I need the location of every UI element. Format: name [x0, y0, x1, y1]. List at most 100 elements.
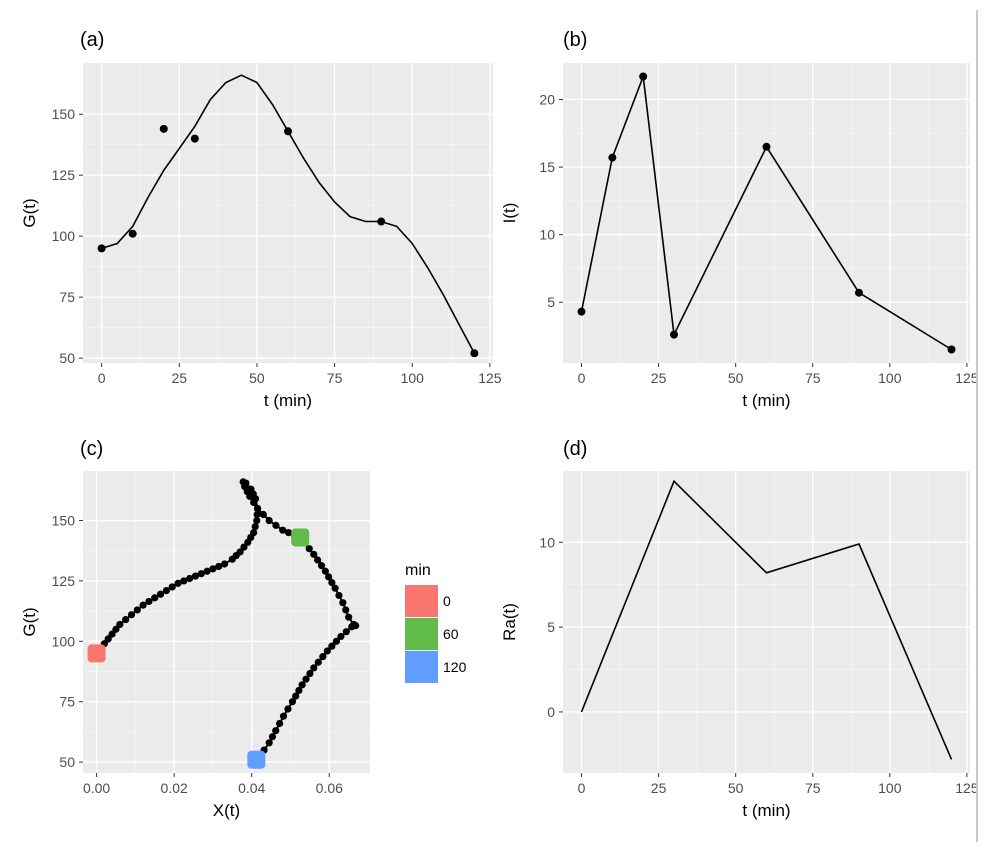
y-axis-label: G(t) [20, 607, 39, 636]
trajectory-point [104, 635, 112, 643]
chart-panel-2: (b) 0 25 50 75 100 125 5 10 15 20 t (min) I(t) [500, 29, 979, 410]
x-tick-label: 125 [478, 370, 502, 386]
panel-tag: (d) [563, 438, 587, 460]
data-point [470, 349, 479, 358]
trajectory-point [328, 642, 336, 650]
x-axis-label: t (min) [742, 801, 790, 820]
trajectory-point [215, 562, 223, 571]
trajectory-point [310, 550, 318, 558]
x-tick-label: 75 [805, 370, 821, 386]
chart-panel-4: (d) 0 25 50 75 100 125 0 5 10 t (min) Ra(t) [500, 438, 979, 820]
data-point [639, 72, 648, 81]
trajectory-point [116, 620, 124, 629]
plot-background [563, 471, 970, 773]
data-point [159, 124, 168, 133]
trajectory-point [288, 698, 297, 706]
data-point [855, 288, 863, 297]
trajectory-point [186, 574, 194, 583]
y-tick-label: 100 [52, 228, 76, 244]
y-tick-label: 5 [547, 294, 555, 310]
trajectory-point [151, 594, 159, 602]
x-tick-label: 50 [728, 780, 744, 796]
x-axis-label: t (min) [264, 391, 312, 410]
highlight-marker-60 [291, 528, 310, 547]
trajectory-point [345, 613, 353, 621]
trajectory-point [272, 727, 280, 735]
trajectory-point [145, 597, 153, 606]
trajectory-point [337, 632, 345, 641]
x-tick-label: 0 [98, 370, 106, 386]
trajectory-point [348, 623, 356, 631]
data-point [128, 229, 137, 238]
panel-tag: (a) [80, 29, 104, 51]
plot-background [83, 471, 370, 773]
trajectory-point [162, 586, 170, 595]
trajectory-point [122, 615, 130, 624]
y-tick-label: 10 [539, 227, 555, 243]
x-axis-label: X(t) [213, 801, 240, 820]
trajectory-point [265, 516, 273, 525]
x-tick-label: 25 [651, 780, 667, 796]
trajectory-point [250, 529, 258, 537]
trajectory-point [203, 567, 211, 575]
y-tick-label: 125 [52, 167, 76, 183]
trajectory-point [174, 579, 182, 587]
series-line [580, 479, 953, 760]
x-tick-label: 125 [955, 370, 979, 386]
legend-swatch-0 [405, 585, 438, 617]
y-tick-label: 75 [59, 289, 75, 305]
chart-panel-1: (a) 0 25 50 75 100 125 50 75 100 125 150 t (min) G(t) [20, 29, 502, 410]
legend-label: 60 [443, 626, 459, 642]
trajectory-point [250, 498, 258, 507]
trajectory-point [319, 653, 327, 661]
trajectory-point [112, 625, 120, 633]
y-tick-label: 5 [547, 619, 555, 635]
trajectory-point [292, 692, 300, 700]
y-tick-label: 150 [52, 106, 76, 122]
panel-tag: (c) [80, 438, 103, 460]
trajectory-point [310, 664, 318, 672]
data-point [377, 217, 386, 226]
data-point [608, 153, 617, 162]
trajectory-point [251, 522, 259, 531]
trajectory-point [321, 567, 329, 575]
trajectory-point [253, 516, 261, 525]
trajectory-point [298, 681, 306, 689]
trajectory-point [314, 556, 322, 564]
plot-background [83, 63, 493, 363]
trajectory-point [191, 572, 200, 580]
trajectory-point [342, 606, 350, 614]
trajectory-point [325, 573, 333, 581]
x-tick-label: 0.00 [83, 780, 110, 796]
data-point [284, 127, 292, 136]
x-tick-label: 100 [878, 370, 902, 386]
window-edge-divider [976, 10, 978, 842]
y-tick-label: 0 [547, 704, 555, 720]
y-tick-label: 150 [52, 513, 76, 529]
legend: min 0 60 120 [405, 562, 467, 683]
x-tick-label: 0 [578, 370, 586, 386]
trajectory-point [156, 590, 165, 598]
trajectory-point [268, 733, 277, 741]
data-point [947, 345, 956, 354]
trajectory-point [276, 719, 284, 728]
highlight-marker-0 [87, 644, 106, 663]
trajectory-point [133, 606, 141, 614]
y-tick-label: 50 [59, 754, 75, 770]
y-axis-label: Ra(t) [500, 603, 519, 641]
trajectory-point [265, 739, 273, 747]
trajectory-point [328, 578, 336, 587]
trajectory-point [284, 705, 292, 713]
trajectory-point [253, 510, 261, 519]
x-tick-label: 25 [651, 370, 667, 386]
data-point [577, 307, 586, 316]
trajectory-point [180, 577, 188, 585]
trajectory-point [236, 548, 244, 556]
x-tick-label: 0.04 [238, 780, 265, 796]
trajectory-point [317, 562, 326, 570]
legend-title: min [405, 562, 431, 579]
trajectory-point [335, 591, 343, 600]
trajectory-point [302, 675, 310, 683]
trajectory-point [168, 583, 176, 591]
